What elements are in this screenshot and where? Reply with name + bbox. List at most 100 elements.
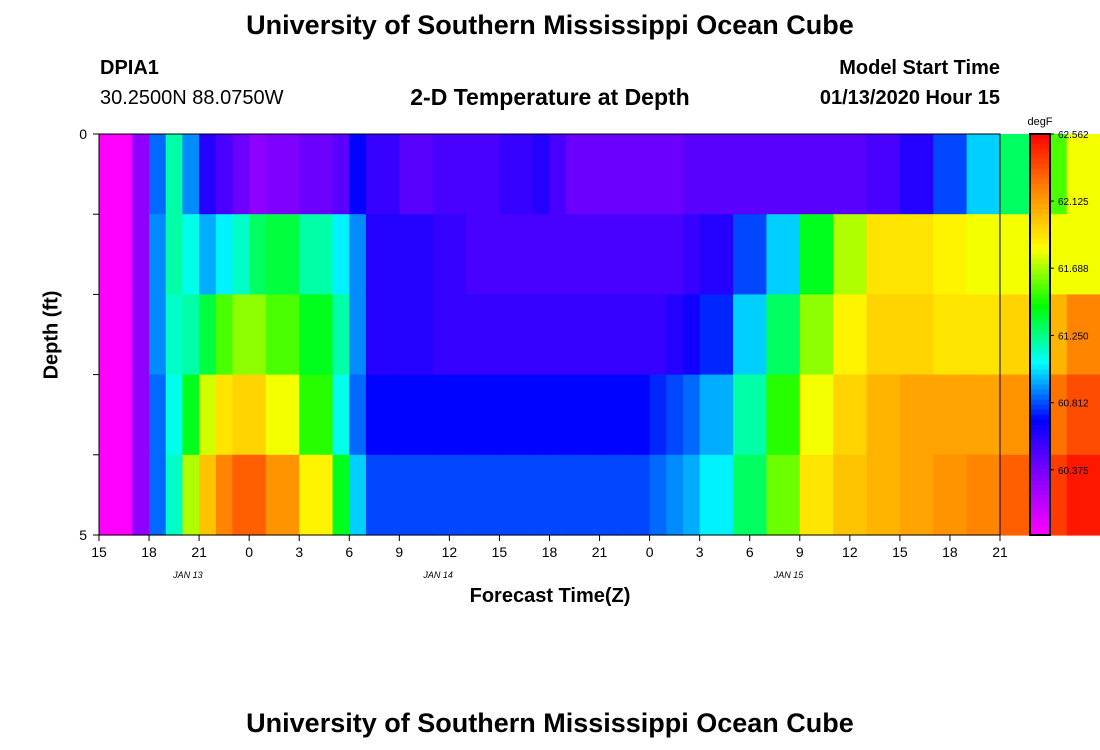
heatmap-cell xyxy=(99,134,133,215)
y-tick-label: 5 xyxy=(79,527,87,543)
heatmap-cell xyxy=(149,134,167,215)
heatmap-cell xyxy=(699,214,734,295)
heatmap-cell xyxy=(499,134,534,215)
heatmap-cell xyxy=(866,294,901,376)
heatmap-cell xyxy=(933,454,968,536)
heatmap-cell xyxy=(466,454,501,536)
date-label: JAN 14 xyxy=(422,570,453,580)
heatmap-cell xyxy=(432,454,467,536)
colorbar-swatch xyxy=(1030,439,1050,446)
heatmap-cell xyxy=(1000,294,1034,376)
heatmap-cell xyxy=(165,294,184,376)
heatmap-cell xyxy=(265,374,300,456)
heatmap-cell xyxy=(833,134,868,215)
colorbar-swatch xyxy=(1030,479,1050,486)
colorbar-swatch xyxy=(1030,179,1050,185)
colorbar-swatch xyxy=(1030,524,1050,531)
x-tick-label: 6 xyxy=(746,544,754,560)
colorbar-swatch xyxy=(1030,324,1050,331)
heatmap-cell xyxy=(299,134,334,215)
colorbar-swatch xyxy=(1030,229,1050,235)
heatmap-cell xyxy=(466,294,501,376)
colorbar-swatch xyxy=(1030,164,1050,170)
heatmap-cell xyxy=(132,374,150,456)
heatmap-cell xyxy=(649,374,667,456)
heatmap-cell xyxy=(733,294,768,376)
heatmap-cell xyxy=(132,134,150,215)
colorbar-swatch xyxy=(1030,349,1050,356)
heatmap-cell xyxy=(232,214,250,295)
x-tick-label: 9 xyxy=(796,544,804,560)
colorbar-swatch xyxy=(1030,244,1050,250)
heatmap-cell xyxy=(966,134,1001,215)
colorbar-swatch xyxy=(1030,144,1050,150)
heatmap-cell xyxy=(699,454,734,536)
heatmap-cell xyxy=(132,454,150,536)
colorbar-swatch xyxy=(1030,294,1050,301)
heatmap-cell xyxy=(232,134,250,215)
heatmap-cell xyxy=(682,134,701,215)
heatmap-cell xyxy=(566,134,601,215)
heatmap-cell xyxy=(632,374,651,456)
colorbar-swatch xyxy=(1030,514,1050,521)
x-axis-label: Forecast Time(Z) xyxy=(469,585,631,607)
x-tick-label: 12 xyxy=(442,544,458,560)
station-coords: 30.2500N 88.0750W xyxy=(100,87,284,109)
heatmap-cell xyxy=(499,374,534,456)
colorbar-swatch xyxy=(1030,384,1050,391)
heatmap-cell xyxy=(249,374,267,456)
heatmap-cell xyxy=(232,454,250,536)
heatmap-cell xyxy=(766,294,801,376)
colorbar-swatch xyxy=(1030,189,1050,195)
colorbar-swatch xyxy=(1030,329,1050,336)
colorbar-tick-label: 62.562 xyxy=(1058,130,1089,141)
colorbar-swatch xyxy=(1030,309,1050,316)
heatmap-cell xyxy=(899,454,934,536)
x-tick-label: 0 xyxy=(646,544,654,560)
heatmap-cell xyxy=(265,134,300,215)
heatmap-cell xyxy=(199,454,217,536)
heatmap-cell xyxy=(799,134,834,215)
colorbar-swatch xyxy=(1030,364,1050,371)
heatmap-cell xyxy=(549,294,567,376)
heatmap-cell xyxy=(182,214,200,295)
heatmap-cells xyxy=(99,134,1100,536)
colorbar-swatch xyxy=(1030,379,1050,386)
heatmap-cell xyxy=(699,374,734,456)
heatmap-cell xyxy=(99,454,133,536)
heatmap-cell xyxy=(566,214,601,295)
heatmap-cell xyxy=(365,134,400,215)
colorbar-swatch xyxy=(1030,304,1050,311)
heatmap-cell xyxy=(466,134,501,215)
heatmap-cell xyxy=(766,214,801,295)
heatmap-cell xyxy=(149,294,167,376)
heatmap-cell xyxy=(466,214,501,295)
plot-title: 2-D Temperature at Depth xyxy=(410,84,690,110)
heatmap-cell xyxy=(149,374,167,456)
colorbar-swatch xyxy=(1030,394,1050,401)
heatmap-cell xyxy=(966,374,1001,456)
colorbar-swatch xyxy=(1030,219,1050,225)
heatmap-cell xyxy=(132,214,150,295)
colorbar-swatch xyxy=(1030,334,1050,341)
heatmap-cell xyxy=(532,134,551,215)
heatmap-cell xyxy=(399,214,434,295)
heatmap-cell xyxy=(666,294,684,376)
colorbar-swatch xyxy=(1030,199,1050,205)
colorbar-swatch xyxy=(1030,254,1050,260)
heatmap-cell xyxy=(215,134,234,215)
heatmap-cell xyxy=(616,454,634,536)
heatmap-cell xyxy=(666,454,684,536)
colorbar-swatch xyxy=(1030,464,1050,471)
x-tick-label: 18 xyxy=(942,544,958,560)
heatmap-cell xyxy=(432,214,467,295)
x-tick-label: 0 xyxy=(245,544,253,560)
colorbar-swatch xyxy=(1030,459,1050,466)
heatmap-cell xyxy=(699,294,734,376)
heatmap-cell xyxy=(132,294,150,376)
colorbar-swatch xyxy=(1030,134,1050,140)
colorbar-swatch xyxy=(1030,234,1050,240)
heatmap-cell xyxy=(933,214,968,295)
heatmap-cell xyxy=(165,454,184,536)
heatmap-cell xyxy=(632,454,651,536)
